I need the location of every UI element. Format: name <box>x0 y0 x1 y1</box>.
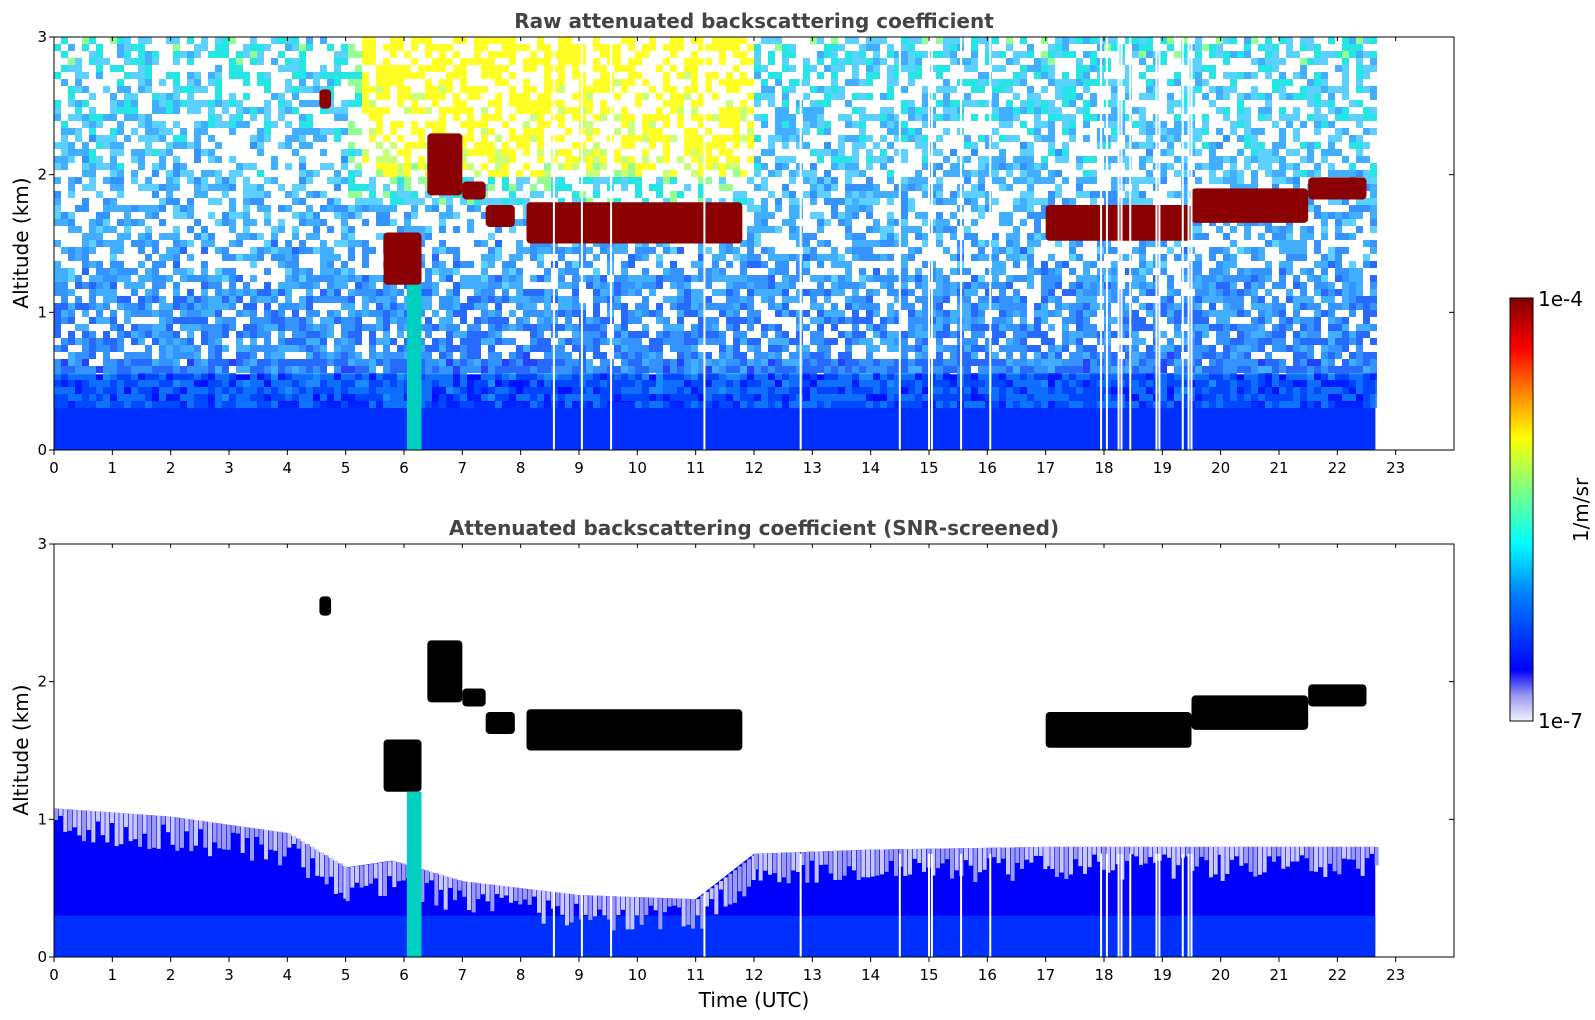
x-tick-label: 10 <box>628 459 647 477</box>
x-tick-label: 20 <box>1211 459 1230 477</box>
cloud-layer <box>1308 684 1367 707</box>
cloud-layer <box>1308 177 1367 200</box>
x-tick-label: 5 <box>341 966 351 984</box>
y-tick-label: 2 <box>37 673 47 691</box>
y-tick-label: 3 <box>37 535 47 553</box>
y-tick-label: 3 <box>37 28 47 46</box>
panel-raw-y-axis: 0 1 2 3 <box>37 28 1454 459</box>
x-tick-label: 9 <box>574 966 584 984</box>
x-tick-label: 1 <box>108 459 118 477</box>
y-tick-label: 1 <box>37 303 47 321</box>
panel-raw-y-label: Altitude (km) <box>9 177 33 308</box>
x-tick-label: 4 <box>283 459 293 477</box>
x-tick-label: 11 <box>686 459 705 477</box>
y-tick-label: 0 <box>37 441 47 459</box>
panel-raw-heatmap <box>54 37 1377 450</box>
cloud-layer <box>1191 695 1309 730</box>
colorbar: 1e-4 1e-7 1/m/sr <box>1509 287 1593 733</box>
x-tick-label: 9 <box>574 459 584 477</box>
x-tick-label: 19 <box>1153 966 1172 984</box>
x-tick-label: 2 <box>166 966 176 984</box>
cloud-layer <box>383 739 422 792</box>
y-tick-label: 2 <box>37 166 47 184</box>
colorbar-unit-label: 1/m/sr <box>1569 477 1593 542</box>
colorbar-min-label: 1e-7 <box>1538 709 1583 733</box>
x-tick-label: 6 <box>399 966 409 984</box>
x-tick-label: 8 <box>516 459 526 477</box>
cloud-layer <box>526 202 743 244</box>
x-tick-label: 23 <box>1386 966 1405 984</box>
x-tick-label: 17 <box>1036 966 1055 984</box>
panel-screened-y-label: Altitude (km) <box>9 684 33 815</box>
y-tick-label: 0 <box>37 948 47 966</box>
cloud-layer <box>1191 188 1309 223</box>
x-tick-label: 7 <box>458 459 468 477</box>
x-tick-label: 6 <box>399 459 409 477</box>
x-tick-label: 16 <box>978 459 997 477</box>
cloud-layer <box>462 688 486 707</box>
cloud-layer <box>526 709 743 751</box>
panel-screened-x-axis: 0 1 2 3 4 5 6 7 8 9 10 11 12 13 14 15 16 17 18 19 20 21 22 23 <box>49 544 1405 984</box>
x-tick-label: 8 <box>516 966 526 984</box>
x-tick-label: 22 <box>1328 966 1347 984</box>
cloud-layer <box>319 89 332 109</box>
boundary-layer-core <box>54 401 1376 450</box>
x-tick-label: 23 <box>1386 459 1405 477</box>
x-tick-label: 10 <box>628 966 647 984</box>
x-tick-label: 19 <box>1153 459 1172 477</box>
x-tick-label: 15 <box>919 966 938 984</box>
x-tick-label: 3 <box>224 459 234 477</box>
x-tick-label: 0 <box>49 966 59 984</box>
cloud-layer <box>319 596 332 616</box>
cloud-layer <box>1045 711 1192 748</box>
cloud-layer <box>427 640 463 703</box>
cloud-layer <box>485 711 515 734</box>
x-tick-label: 12 <box>744 459 763 477</box>
cloud-layer <box>485 204 515 227</box>
colorbar-max-label: 1e-4 <box>1538 287 1583 311</box>
panel-screened-y-axis: 0 1 2 3 <box>37 535 1454 966</box>
panel-raw-title: Raw attenuated backscattering coefficien… <box>514 9 994 33</box>
cloud-layer <box>462 181 486 200</box>
precipitation-shaft <box>406 284 422 450</box>
panel-raw-x-axis: 0 1 2 3 4 5 6 7 8 9 10 11 12 13 14 15 16 17 18 19 20 21 22 23 <box>49 37 1405 477</box>
cloud-layer <box>383 232 422 285</box>
x-tick-label: 2 <box>166 459 176 477</box>
x-tick-label: 1 <box>108 966 118 984</box>
panel-raw: Raw attenuated backscattering coefficien… <box>9 9 1455 477</box>
x-tick-label: 18 <box>1094 459 1113 477</box>
x-tick-label: 21 <box>1269 966 1288 984</box>
panel-screened-heatmap <box>54 596 1379 957</box>
x-tick-label: 20 <box>1211 966 1230 984</box>
x-tick-label: 5 <box>341 459 351 477</box>
y-tick-label: 1 <box>37 810 47 828</box>
x-tick-label: 14 <box>861 966 880 984</box>
x-tick-label: 4 <box>283 966 293 984</box>
colorbar-gradient <box>1509 297 1534 722</box>
x-tick-label: 15 <box>919 459 938 477</box>
x-tick-label: 13 <box>803 966 822 984</box>
x-tick-label: 22 <box>1328 459 1347 477</box>
x-tick-label: 13 <box>803 459 822 477</box>
boundary-layer-core <box>54 915 1376 957</box>
x-tick-label: 0 <box>49 459 59 477</box>
x-tick-label: 18 <box>1094 966 1113 984</box>
precipitation-shaft <box>406 791 422 957</box>
x-tick-label: 16 <box>978 966 997 984</box>
x-tick-label: 12 <box>744 966 763 984</box>
x-axis-label: Time (UTC) <box>698 988 810 1012</box>
x-tick-label: 7 <box>458 966 468 984</box>
panel-screened: Attenuated backscattering coefficient (S… <box>9 516 1455 1012</box>
x-tick-label: 3 <box>224 966 234 984</box>
x-tick-label: 11 <box>686 966 705 984</box>
x-tick-label: 21 <box>1269 459 1288 477</box>
x-tick-label: 14 <box>861 459 880 477</box>
panel-screened-title: Attenuated backscattering coefficient (S… <box>449 516 1059 540</box>
cloud-layer <box>427 133 463 196</box>
x-tick-label: 17 <box>1036 459 1055 477</box>
